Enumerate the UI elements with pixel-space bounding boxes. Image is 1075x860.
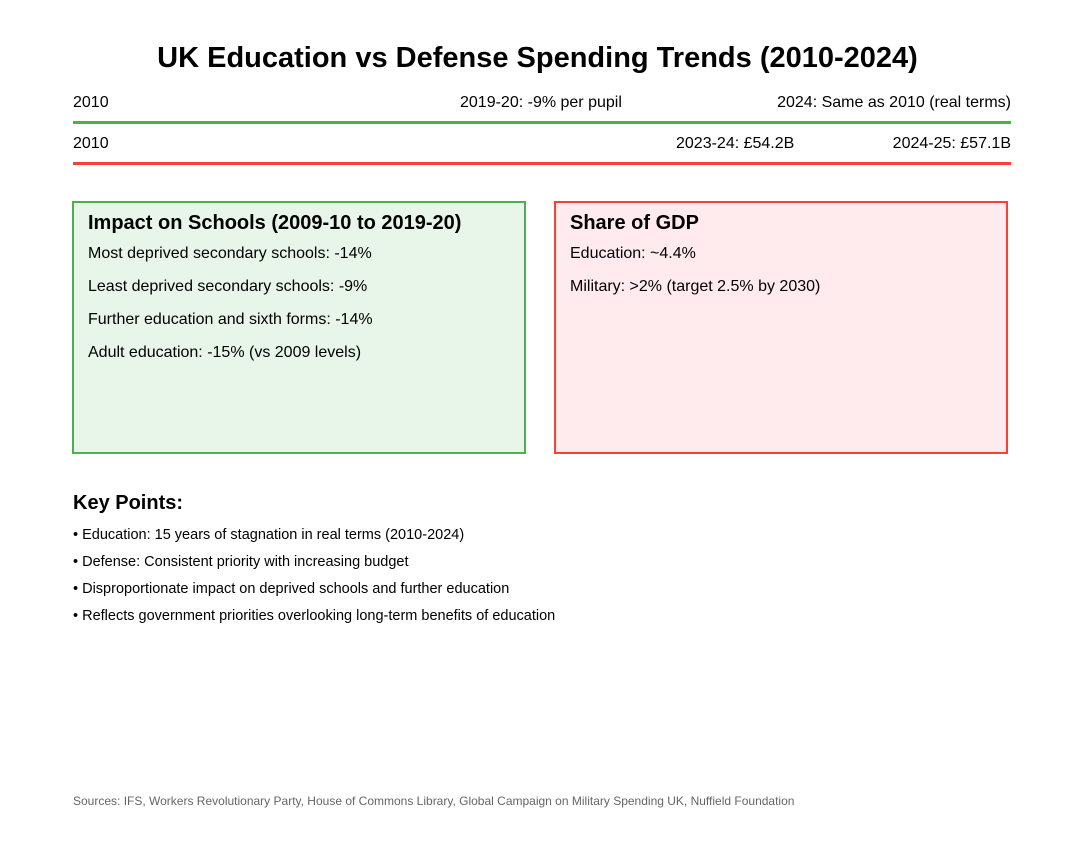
impact-on-schools-box: Impact on Schools (2009-10 to 2019-20) M… [72,201,526,454]
defense-timeline-end: 2024-25: £57.1B [892,135,1011,152]
page-title: UK Education vs Defense Spending Trends … [157,42,918,74]
key-point-item: • Defense: Consistent priority with incr… [73,554,409,570]
defense-timeline-middle: 2023-24: £54.2B [676,135,795,152]
defense-timeline-line [73,162,1011,165]
gdp-item: Education: ~4.4% [570,245,696,262]
education-timeline-middle: 2019-20: -9% per pupil [460,94,622,111]
education-timeline: 2010 2019-20: -9% per pupil 2024: Same a… [73,93,1011,133]
defense-timeline-start: 2010 [73,135,109,152]
key-points-section: Key Points: • Education: 15 years of sta… [73,490,1003,634]
gdp-list: Education: ~4.4% Military: >2% (target 2… [570,244,992,297]
impact-list: Most deprived secondary schools: -14% Le… [88,244,510,363]
gdp-box-heading: Share of GDP [570,212,699,234]
key-point-item: • Reflects government priorities overloo… [73,608,556,624]
education-timeline-start: 2010 [73,94,109,111]
impact-item: Further education and sixth forms: -14% [88,311,373,328]
key-point-item: • Disproportionate impact on deprived sc… [73,581,510,597]
education-timeline-line [73,121,1011,124]
share-of-gdp-box: Share of GDP Education: ~4.4% Military: … [554,201,1008,454]
key-points-heading: Key Points: [73,492,184,514]
impact-box-heading: Impact on Schools (2009-10 to 2019-20) [88,212,462,234]
sources-footnote: Sources: IFS, Workers Revolutionary Part… [73,794,795,808]
education-timeline-end: 2024: Same as 2010 (real terms) [777,94,1011,111]
impact-item: Adult education: -15% (vs 2009 levels) [88,344,362,361]
impact-item: Most deprived secondary schools: -14% [88,245,372,262]
key-points-list: • Education: 15 years of stagnation in r… [73,526,1003,625]
key-point-item: • Education: 15 years of stagnation in r… [73,527,465,543]
defense-timeline: 2010 2023-24: £54.2B 2024-25: £57.1B [73,134,1011,174]
gdp-item: Military: >2% (target 2.5% by 2030) [570,278,821,295]
impact-item: Least deprived secondary schools: -9% [88,278,368,295]
